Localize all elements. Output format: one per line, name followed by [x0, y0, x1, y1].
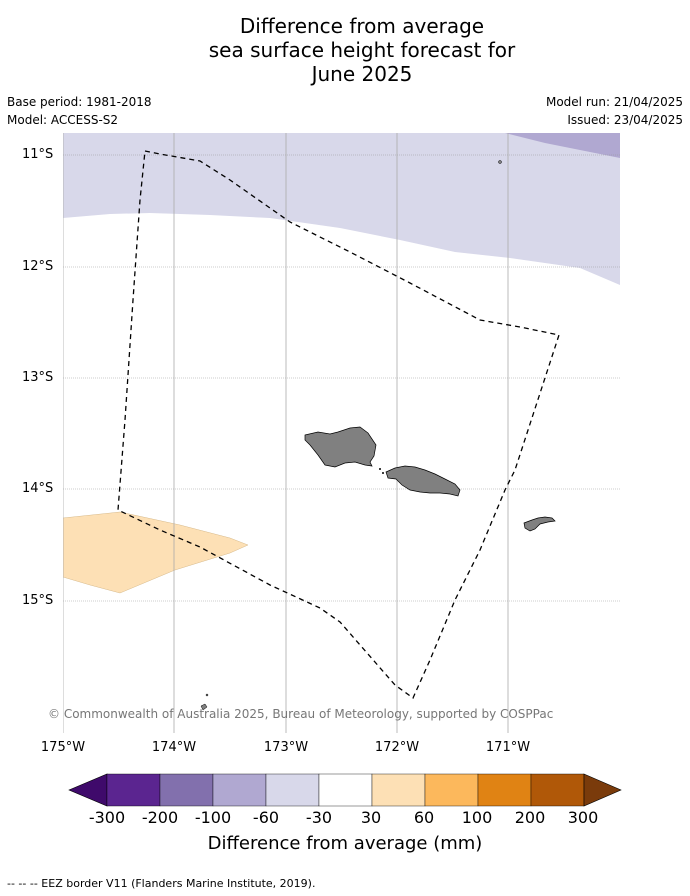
colorbar-tick: -30 [305, 808, 333, 827]
title-line-3: June 2025 [311, 62, 413, 86]
colorbar-swatch [212, 773, 267, 807]
colorbar-swatch [477, 773, 532, 807]
base-period: Base period: 1981-2018 [7, 95, 152, 109]
title-line-2: sea surface height forecast for [208, 38, 516, 62]
colorbar-tick: 30 [360, 808, 382, 827]
lon-label-175w: 175°W [40, 740, 86, 755]
lat-label-15s: 15°S [22, 593, 54, 608]
copyright-notice: © Commonwealth of Australia 2025, Bureau… [48, 707, 554, 721]
lat-label-14s: 14°S [22, 481, 54, 496]
eez-legend-note: -- -- -- EEZ border V11 (Flanders Marine… [7, 877, 316, 890]
issued-date: Issued: 23/04/2025 [567, 113, 683, 127]
model-name: Model: ACCESS-S2 [7, 113, 119, 127]
latitude-gridlines [63, 154, 620, 602]
lon-label-172w: 172°W [374, 740, 420, 755]
small-island-south [200, 703, 208, 711]
model-run: Model run: 21/04/2025 [545, 95, 683, 109]
lat-label-11s: 11°S [22, 147, 54, 162]
lat-label-13s: 13°S [22, 370, 54, 385]
lat-label-12s: 12°S [22, 259, 54, 274]
colorbar-tick: -300 [88, 808, 126, 827]
longitude-gridlines [63, 133, 509, 733]
title-line-1: Difference from average [239, 14, 485, 38]
anomaly-region-minus60 [505, 133, 620, 158]
colorbar-tick: 100 [461, 808, 493, 827]
colorbar [68, 773, 622, 807]
colorbar-tick-labels: -300 -200 -100 -60 -30 30 60 100 200 300 [0, 808, 690, 828]
colorbar-tick: 300 [567, 808, 599, 827]
colorbar-extend-high [583, 773, 622, 807]
colorbar-swatch [106, 773, 161, 807]
anomaly-region-plus30 [63, 511, 249, 594]
colorbar-tick: -200 [141, 808, 179, 827]
small-island-north [498, 160, 502, 164]
lon-label-173w: 173°W [263, 740, 309, 755]
colorbar-extend-low [68, 773, 108, 807]
lon-label-171w: 171°W [485, 740, 531, 755]
colorbar-swatch [318, 773, 373, 807]
upolu-island [385, 465, 461, 497]
colorbar-tick: 200 [514, 808, 546, 827]
lon-label-174w: 174°W [151, 740, 197, 755]
anomaly-region-minus30 [63, 133, 620, 285]
colorbar-title: Difference from average (mm) [207, 833, 483, 854]
colorbar-swatch [371, 773, 426, 807]
small-islet [205, 693, 209, 697]
tutuila-island [523, 516, 556, 532]
colorbar-swatch [159, 773, 214, 807]
colorbar-tick: -60 [252, 808, 280, 827]
colorbar-swatch [530, 773, 585, 807]
colorbar-swatch [424, 773, 479, 807]
colorbar-tick: 60 [413, 808, 435, 827]
colorbar-tick: -100 [194, 808, 232, 827]
map-title: Difference from average sea surface heig… [0, 14, 690, 86]
savaii-island [304, 426, 377, 468]
manono-islet [382, 472, 384, 474]
apolima-islet [379, 468, 381, 470]
eez-border [117, 150, 560, 699]
colorbar-swatch [265, 773, 320, 807]
